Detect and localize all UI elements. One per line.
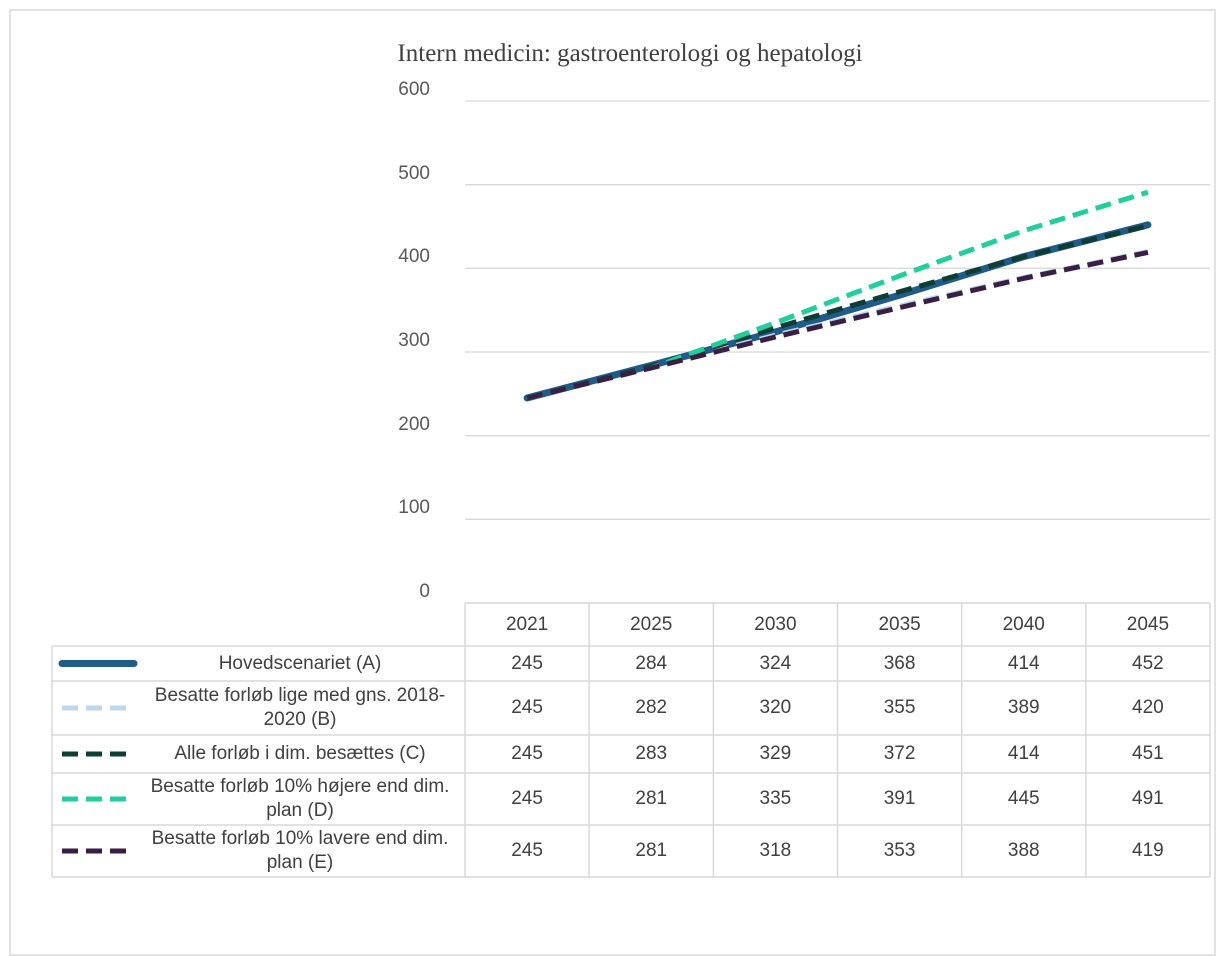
- table-value: 284: [635, 652, 668, 674]
- table-value: 283: [635, 743, 668, 764]
- y-tick-label: 500: [398, 162, 430, 184]
- table-value: 281: [635, 788, 668, 809]
- chart-border: [9, 9, 1216, 956]
- table-value: 329: [759, 743, 792, 764]
- table-value: 451: [1132, 743, 1164, 764]
- table-value: 391: [883, 788, 916, 809]
- table-value: 368: [883, 652, 916, 674]
- data-line: [526, 189, 1149, 401]
- table-value: 335: [759, 788, 792, 809]
- table-value: 318: [759, 840, 792, 861]
- table-value: 320: [759, 697, 792, 718]
- table-value: 282: [635, 697, 668, 718]
- x-tick-label: 2025: [630, 613, 673, 635]
- chart-title: Intern medicin: gastroenterologi og hepa…: [397, 40, 863, 67]
- table-value: 414: [1007, 652, 1040, 674]
- table-value: 245: [511, 697, 543, 718]
- table-value: 388: [1007, 840, 1040, 861]
- legend-label: Hovedscenariet (A): [218, 652, 382, 674]
- x-tick-label: 2021: [505, 613, 549, 635]
- table-value: 245: [511, 652, 543, 674]
- table-value: 324: [759, 652, 792, 674]
- table-value: 245: [511, 743, 543, 764]
- table-value: 445: [1007, 788, 1040, 809]
- table-value: 420: [1132, 697, 1164, 718]
- legend-label: Alle forløb i dim. besættes (C): [174, 743, 426, 764]
- y-tick-label: 0: [419, 581, 430, 602]
- y-tick-label: 200: [398, 413, 430, 435]
- table-value: 353: [883, 840, 916, 861]
- table-value: 281: [635, 840, 668, 861]
- table-value: 491: [1132, 788, 1164, 809]
- data-line: [526, 249, 1149, 401]
- x-tick-label: 2045: [1126, 613, 1170, 635]
- table-value: 355: [883, 697, 916, 718]
- x-tick-label: 2030: [754, 613, 797, 635]
- table-value: 419: [1132, 840, 1164, 861]
- legend-label: Besatte forløb lige med gns. 2018-2020 (…: [154, 685, 446, 730]
- table-value: 245: [511, 788, 543, 809]
- table-value: 245: [511, 840, 543, 861]
- x-tick-label: 2035: [878, 613, 921, 635]
- y-tick-label: 400: [398, 246, 430, 268]
- x-tick-label: 2040: [1002, 613, 1045, 635]
- table-value: 414: [1007, 743, 1040, 764]
- table-value: 372: [883, 743, 916, 764]
- legend-label: Besatte forløb 10% højere end dim. plan …: [150, 776, 450, 821]
- legend-label: Besatte forløb 10% lavere end dim. plan …: [151, 828, 449, 873]
- table-value: 452: [1132, 652, 1164, 674]
- table-value: 389: [1007, 697, 1040, 718]
- y-tick-label: 600: [398, 79, 430, 100]
- y-tick-label: 300: [398, 330, 430, 351]
- y-tick-label: 100: [398, 497, 430, 519]
